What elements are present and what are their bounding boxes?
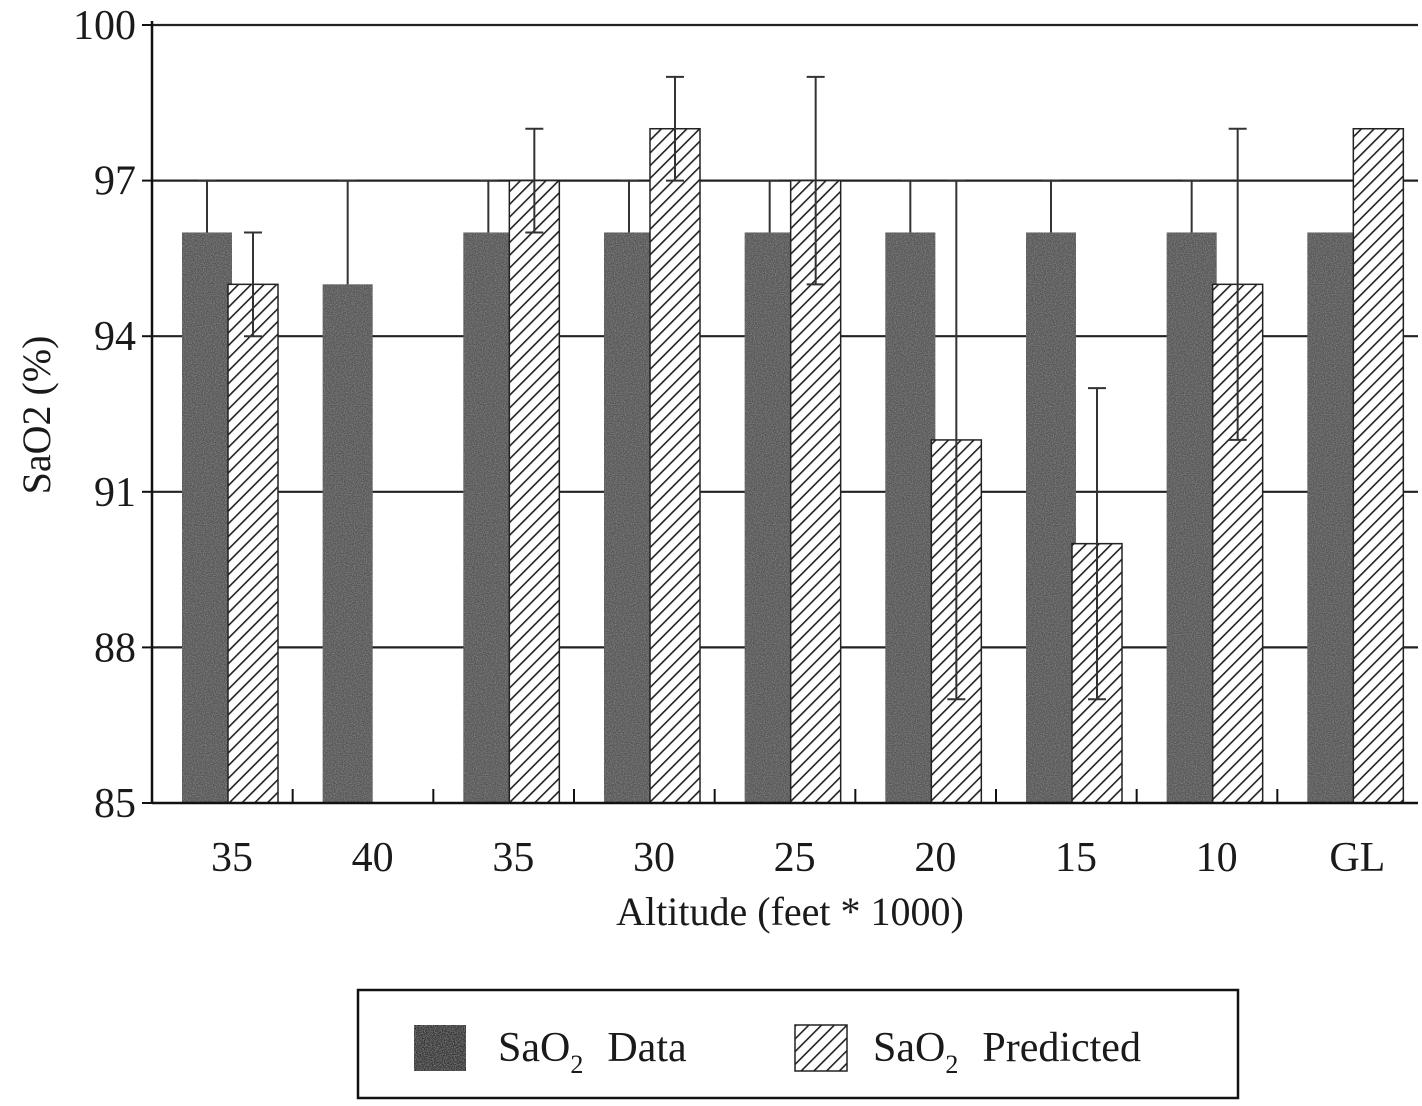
x-tick-label: 35 <box>211 835 253 881</box>
bar-sao2-data <box>1307 232 1358 803</box>
bars <box>182 127 1405 804</box>
bar-sao2-data <box>322 284 373 803</box>
error-bars <box>198 75 1247 701</box>
legend-predicted-word: Predicted <box>982 1025 1141 1071</box>
bar-sao2-data <box>885 232 936 803</box>
y-tick-label: 97 <box>94 159 136 205</box>
x-tick-label: GL <box>1329 835 1385 881</box>
bar-sao2-predicted <box>508 179 561 804</box>
x-tick-label: 25 <box>774 835 816 881</box>
bar-sao2-data <box>182 232 232 803</box>
legend-label-predicted: SaO2 Predicted <box>873 1025 1141 1079</box>
bar-sao2-data <box>744 232 795 803</box>
bar-sao2-data <box>1166 232 1217 803</box>
bar-sao2-predicted <box>1352 127 1405 804</box>
y-tick-label: 94 <box>94 314 136 360</box>
legend: SaO2 Data SaO2 Predicted <box>356 988 1240 1100</box>
legend-predicted-base: SaO <box>873 1025 945 1071</box>
bar-sao2-predicted <box>227 283 279 804</box>
x-tick-label: 30 <box>633 835 675 881</box>
axes: 85 88 91 94 97 100 35 40 35 30 25 20 15 10 GL <box>73 3 1418 881</box>
legend-swatch-predicted <box>794 1024 848 1072</box>
x-tick-label: 40 <box>352 835 394 881</box>
y-tick-label: 100 <box>73 3 136 49</box>
legend-swatch-data <box>414 1025 466 1071</box>
legend-label-data: SaO2 Data <box>498 1025 687 1079</box>
legend-data-word: Data <box>607 1025 687 1071</box>
x-tick-label: 10 <box>1196 835 1238 881</box>
y-axis-title: SaO2 (%) <box>14 336 59 495</box>
y-tick-label: 91 <box>94 470 136 516</box>
x-tick-label: 20 <box>914 835 956 881</box>
bar-sao2-data <box>1026 232 1076 803</box>
bar-sao2-predicted <box>649 127 701 804</box>
y-tick-label: 88 <box>94 625 136 671</box>
x-tick-label: 35 <box>492 835 534 881</box>
bar-sao2-data <box>463 232 514 803</box>
legend-predicted-sub: 2 <box>945 1050 958 1079</box>
bar-sao2-data <box>604 232 654 803</box>
x-axis-title: Altitude (feet * 1000) <box>616 889 964 934</box>
legend-data-sub: 2 <box>570 1050 583 1079</box>
x-tick-label: 15 <box>1055 835 1097 881</box>
legend-data-base: SaO <box>498 1025 570 1071</box>
y-tick-label: 85 <box>94 781 136 827</box>
